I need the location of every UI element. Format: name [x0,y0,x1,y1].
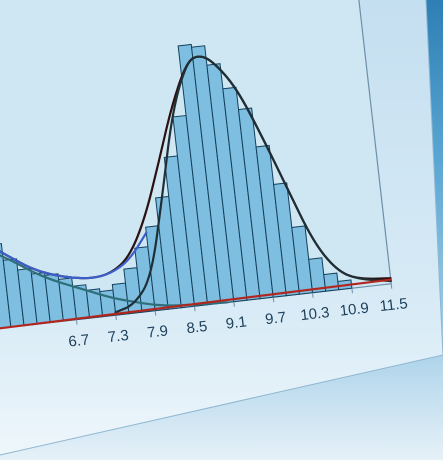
x-tick-mark [194,306,196,312]
x-tick-mark [272,297,275,303]
x-tick-label: 7.9 [146,322,169,341]
fit-curve-left-component [0,249,229,307]
x-tick-mark [75,319,78,325]
x-tick-label: 6.7 [68,331,91,350]
x-tick-label: 7.3 [107,327,130,346]
right-axis [347,0,392,284]
x-tick-mark [351,288,353,294]
x-tick-mark [115,315,117,321]
fit-curve-right-component [114,55,393,314]
x-tick-mark [390,283,393,289]
x-tick-mark [154,310,157,316]
x-tick-label: 9.1 [225,313,248,332]
x-tick-mark [312,292,314,298]
histogram-bars [0,43,353,330]
x-tick-label: 8.5 [186,318,209,337]
fit-curves [0,55,393,330]
fit-curve-left-component-outline [0,231,148,280]
fit-curve-baseline [0,278,392,330]
x-tick-label: 10.9 [339,300,370,320]
x-tick-label: 10.3 [300,304,331,324]
x-tick-mark [233,301,235,307]
plot-area: 6.7 7.3 7.9 8.5 9.1 9.7 10.3 10.9 11.5 [0,0,409,351]
x-tick-label: 9.7 [264,309,287,328]
x-tick-label: 11.5 [379,295,409,315]
x-axis-ticks: 6.7 7.3 7.9 8.5 9.1 9.7 10.3 10.9 11.5 [68,283,409,351]
